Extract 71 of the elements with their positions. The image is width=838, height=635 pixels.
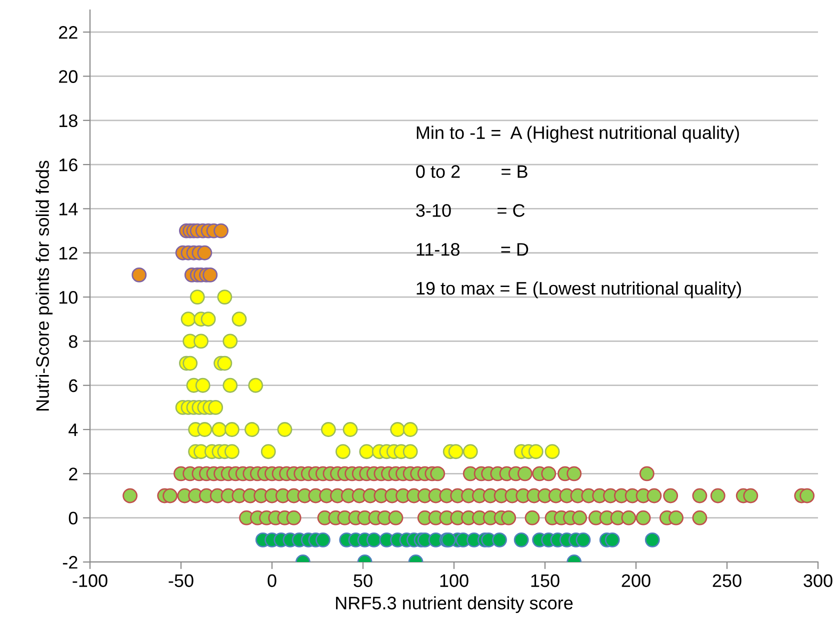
- point: [448, 444, 464, 460]
- y-tick-label: 14: [59, 202, 78, 216]
- point: [260, 444, 276, 460]
- point: [224, 444, 240, 460]
- y-axis-title: Nutri-Score points for solid fods: [36, 160, 53, 410]
- point: [132, 267, 147, 282]
- point: [200, 312, 216, 327]
- point: [195, 378, 210, 393]
- y-tick-label: 8: [68, 335, 78, 348]
- x-tick-label: 200: [622, 574, 650, 588]
- point: [576, 532, 591, 548]
- x-axis-title: NRF5.3 nutrient density score: [336, 596, 573, 614]
- point: [402, 444, 418, 460]
- y-tick-label: -2: [62, 556, 78, 569]
- annotation: 0 to 2 = B: [416, 165, 528, 178]
- y-tick-label: 10: [59, 290, 78, 304]
- point: [194, 334, 208, 349]
- point: [232, 312, 247, 327]
- y-tick-label: 16: [59, 158, 78, 172]
- point: [202, 267, 218, 282]
- x-tick-label: -50: [168, 574, 194, 588]
- point: [402, 422, 418, 437]
- point: [544, 444, 560, 460]
- x-tick-label: 50: [354, 574, 372, 588]
- annotation: 11-18 = D: [416, 243, 528, 256]
- point: [514, 532, 529, 548]
- point: [277, 422, 292, 437]
- point: [222, 378, 238, 393]
- point: [222, 334, 238, 349]
- annotation: Min to -1 = A (Highest nutritional quality): [416, 126, 739, 143]
- point: [248, 378, 264, 393]
- point: [190, 290, 205, 305]
- x-tick-label: -100: [72, 574, 108, 588]
- x-tick-label: 250: [712, 574, 742, 588]
- y-tick-label: 20: [59, 70, 78, 83]
- point: [462, 444, 478, 460]
- y-tick-label: 2: [69, 468, 78, 480]
- annotation: 3-10 = C: [416, 204, 525, 217]
- point: [342, 422, 358, 437]
- y-tick-label: 18: [59, 114, 78, 128]
- point: [528, 444, 544, 460]
- point: [315, 532, 330, 548]
- point: [208, 400, 224, 415]
- point: [359, 444, 374, 460]
- point: [224, 422, 240, 437]
- point: [217, 356, 232, 371]
- point: [214, 223, 229, 238]
- x-tick-label: 0: [268, 574, 276, 588]
- y-tick-label: 0: [68, 512, 78, 525]
- y-tick-label: 6: [69, 379, 78, 392]
- point: [197, 245, 212, 260]
- x-tick-label: 300: [804, 574, 832, 588]
- point: [244, 422, 260, 437]
- y-tick-label: 22: [59, 26, 78, 39]
- annotation: 19 to max = E (Lowest nutritional quality): [416, 281, 741, 298]
- y-tick-label: 12: [59, 246, 78, 260]
- point: [390, 422, 406, 437]
- point: [366, 532, 382, 548]
- point: [180, 312, 196, 327]
- point: [182, 356, 198, 371]
- point: [604, 532, 620, 548]
- point: [644, 532, 660, 548]
- point: [197, 422, 212, 437]
- point: [212, 422, 227, 437]
- point: [217, 290, 232, 305]
- point: [336, 444, 350, 460]
- x-tick-label: 100: [440, 574, 468, 588]
- point: [320, 422, 336, 437]
- y-tick-label: 4: [68, 424, 78, 436]
- point: [492, 532, 507, 548]
- x-tick-label: 150: [531, 574, 560, 588]
